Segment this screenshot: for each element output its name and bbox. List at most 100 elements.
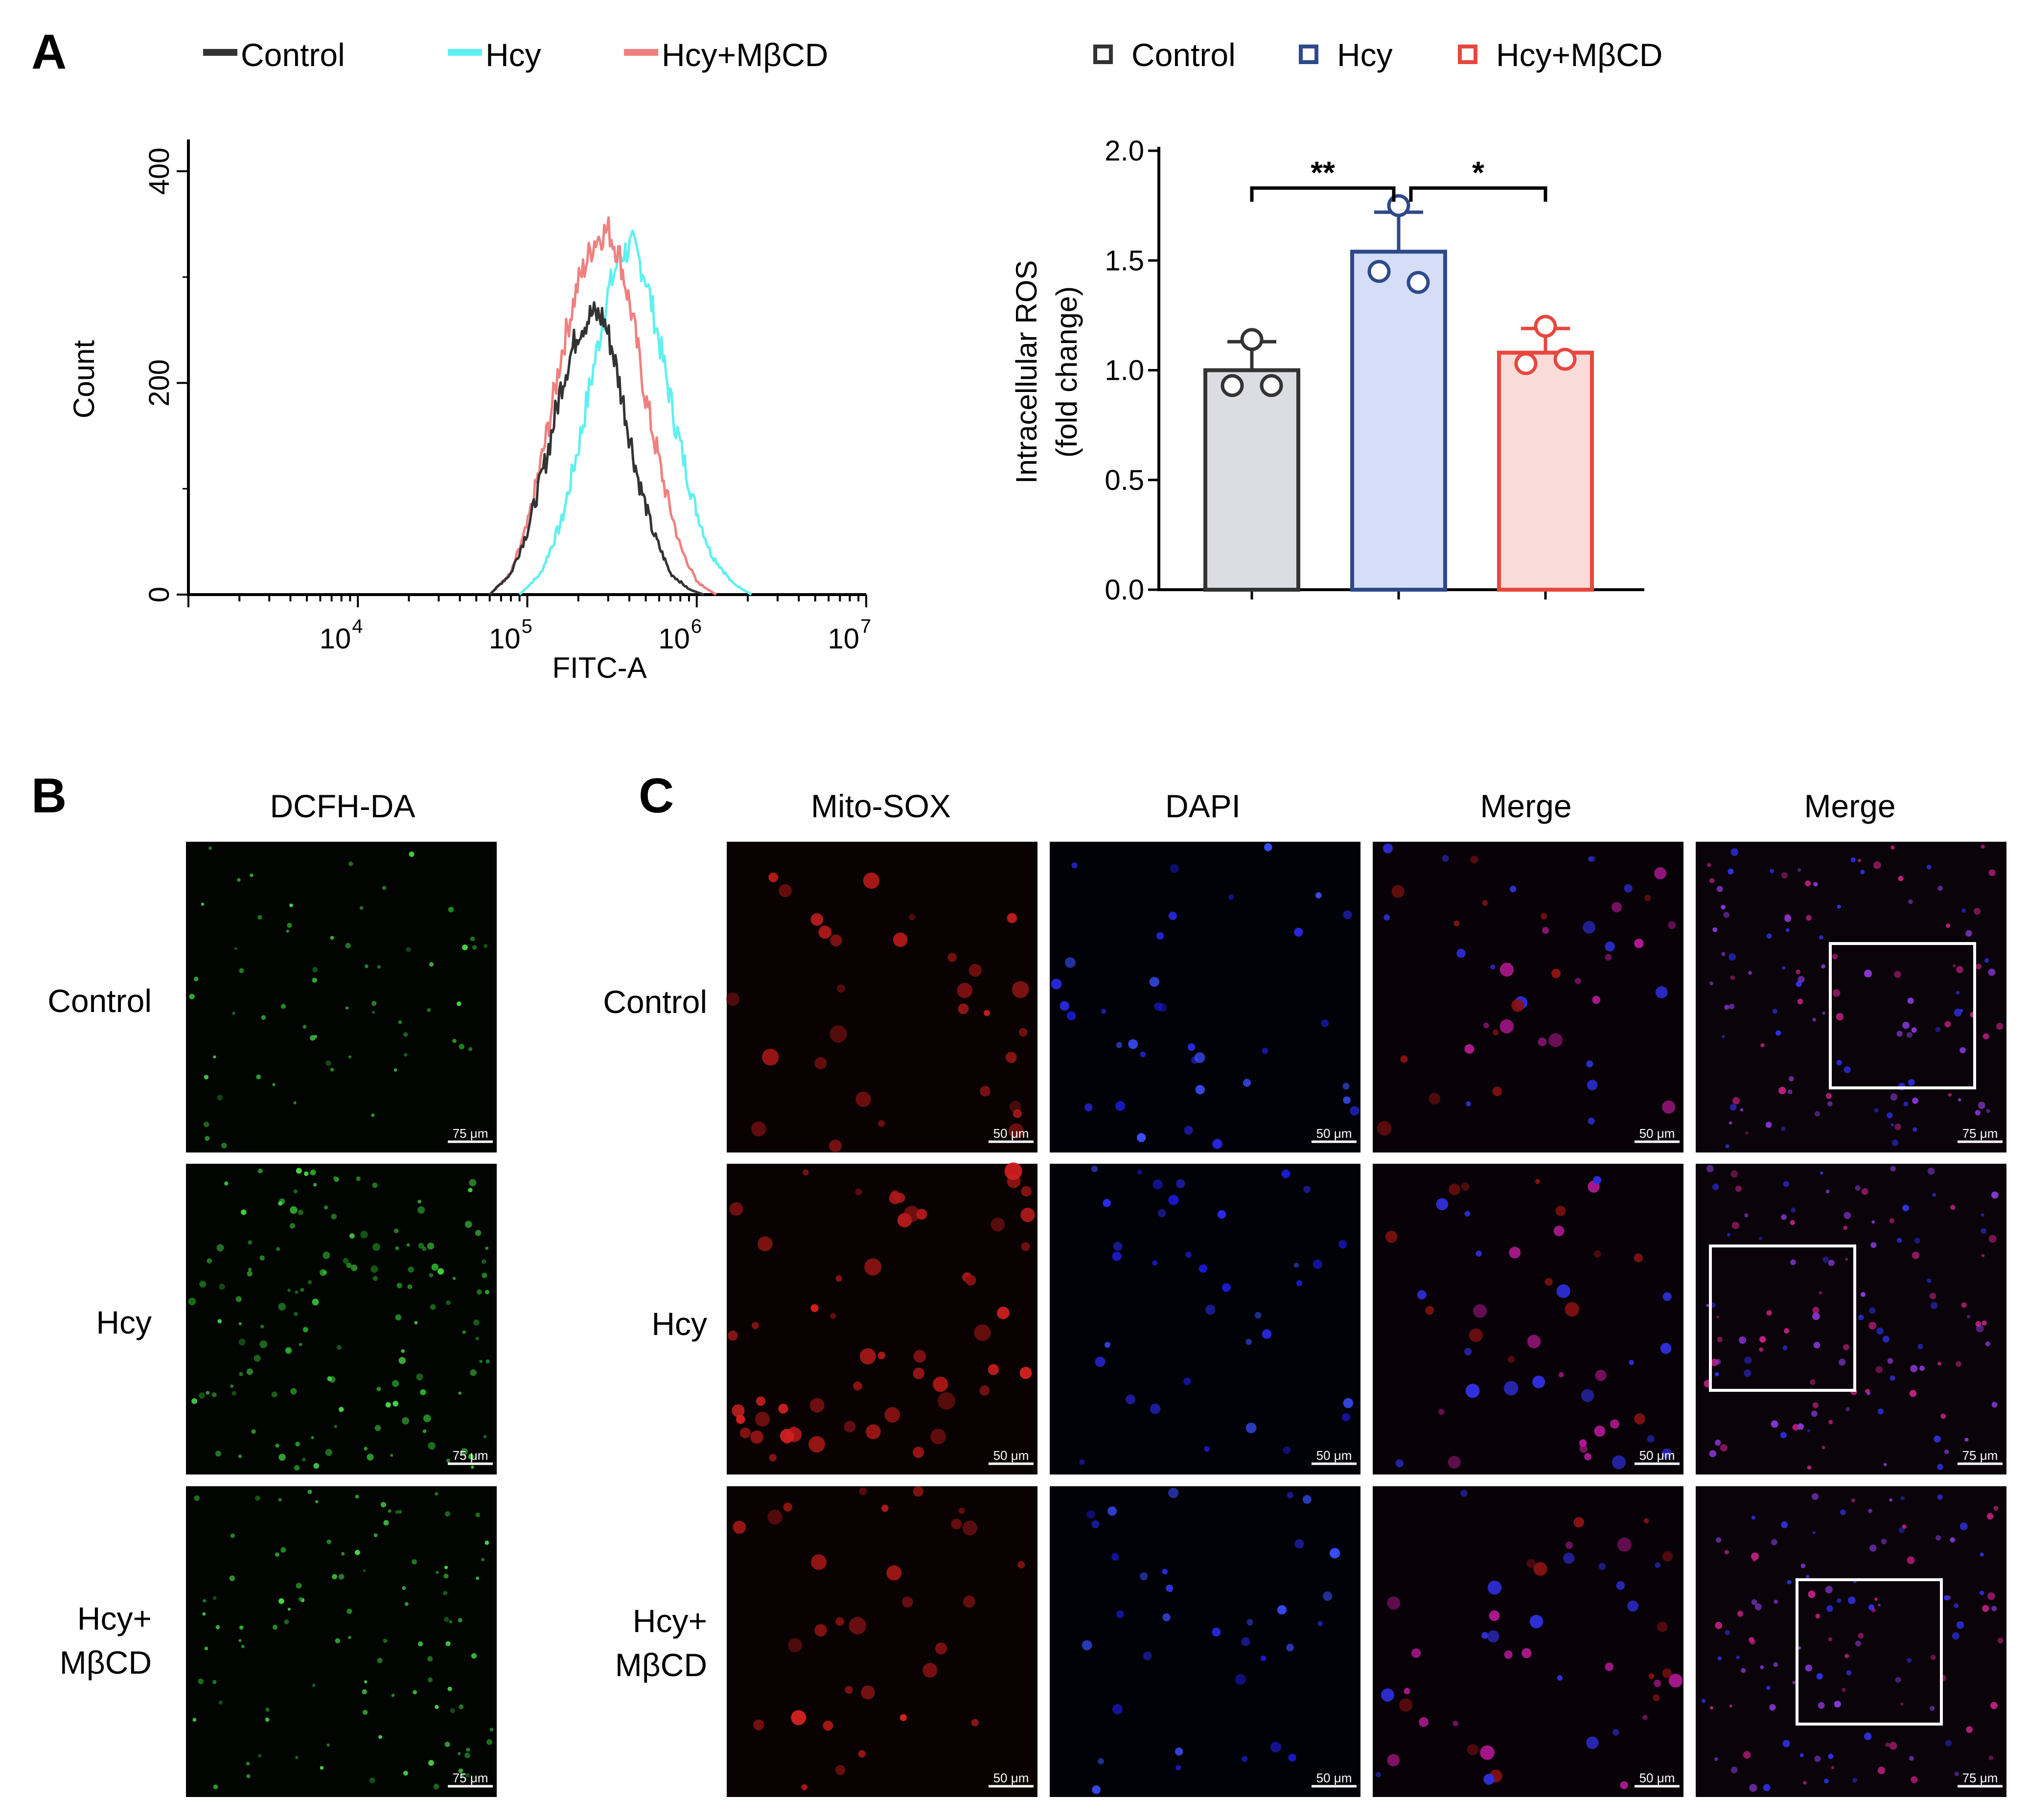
cell-spot [1797, 1423, 1804, 1430]
cell-spot [1662, 1668, 1672, 1678]
cell-spot [1013, 1109, 1022, 1118]
cell-spot [1082, 1640, 1092, 1651]
cell-spot [1814, 1755, 1821, 1762]
scale-bar-label: 75 μm [453, 1448, 488, 1463]
cell-spot [1819, 935, 1823, 940]
cell-spot [1387, 1754, 1400, 1767]
cell-spot [1837, 1598, 1842, 1603]
cell-spot [1740, 1108, 1744, 1112]
hist-xlabel: FITC-A [552, 651, 646, 684]
cell-spot [1760, 1043, 1765, 1048]
cell-spot [482, 1272, 487, 1278]
cell-spot [1343, 910, 1352, 920]
cell-spot [829, 1139, 842, 1152]
cell-spot [1243, 1079, 1251, 1087]
cell-spot [1086, 1510, 1095, 1519]
cell-spot [1997, 1637, 2004, 1644]
hist-x-tick-base: 10 [828, 623, 859, 655]
cell-spot [362, 1689, 367, 1695]
cell-spot [1782, 1740, 1790, 1748]
cell-spot [238, 1639, 242, 1642]
cell-spot [1716, 1537, 1722, 1543]
cell-spot [1021, 1242, 1030, 1251]
cell-spot [1655, 986, 1668, 999]
cell-spot [469, 1179, 477, 1187]
cell-spot [844, 1421, 856, 1433]
cell-spot [1898, 1527, 1905, 1533]
cell-spot [728, 1330, 738, 1341]
micrograph-background [1373, 842, 1683, 1152]
cell-spot [1662, 1100, 1676, 1114]
cell-spot [348, 861, 353, 866]
cell-spot [444, 1741, 450, 1747]
bar-y-tick-label: 1.0 [1105, 355, 1144, 387]
cell-spot [230, 1384, 234, 1388]
mito-sox-tile: 50 μm [1050, 1486, 1360, 1797]
cell-spot [275, 1443, 279, 1448]
cell-spot [1481, 1632, 1489, 1639]
cell-spot [479, 1359, 483, 1363]
mito-sox-tile: 50 μm [1373, 1486, 1683, 1797]
cell-spot [1902, 1204, 1909, 1212]
cell-spot [371, 1011, 375, 1014]
cell-spot [1882, 1336, 1890, 1343]
panel-c-col-merge-zoom: Merge [1804, 788, 1895, 824]
cell-spot [359, 906, 364, 910]
cell-spot [1796, 969, 1801, 974]
cell-spot [1624, 884, 1633, 893]
cell-spot [370, 1265, 378, 1273]
cell-spot [261, 1015, 266, 1020]
cell-spot [1739, 1336, 1747, 1344]
cell-spot [858, 1750, 866, 1758]
cell-spot [1851, 1498, 1855, 1503]
cell-spot [1648, 1673, 1655, 1679]
cell-spot [1993, 1506, 1999, 1511]
cell-spot [1900, 1702, 1904, 1706]
hist-x-tick-exp: 7 [860, 616, 871, 637]
cell-spot [250, 873, 254, 877]
cell-spot [241, 1209, 247, 1215]
cell-spot [1156, 932, 1164, 940]
cell-spot [1797, 868, 1801, 872]
cell-spot [1587, 1080, 1598, 1090]
cell-spot [189, 993, 195, 999]
cell-spot [1668, 1673, 1682, 1688]
cell-spot [373, 1533, 378, 1538]
cell-spot [1593, 1176, 1602, 1184]
cell-spot [217, 1095, 223, 1101]
cell-spot [1593, 1250, 1601, 1258]
micrograph-background [727, 842, 1037, 1152]
cell-spot [1954, 1603, 1959, 1608]
cell-spot [237, 878, 241, 882]
cell-spot [265, 1707, 270, 1712]
cell-spot [1812, 1312, 1820, 1320]
cell-spot [1858, 1633, 1864, 1639]
cell-spot [1653, 1694, 1660, 1702]
cell-spot [1781, 872, 1788, 879]
cell-spot [1150, 1404, 1161, 1414]
cell-spot [1217, 1210, 1226, 1219]
hist-y-tick-label: 200 [143, 359, 175, 407]
cell-spot [423, 1414, 431, 1423]
cell-spot [1456, 948, 1466, 958]
cell-spot [1875, 1366, 1883, 1373]
cell-spot [1235, 1674, 1246, 1685]
cell-spot [1981, 1254, 1985, 1257]
cell-spot [314, 1035, 318, 1038]
cell-spot [1725, 1144, 1729, 1149]
cell-spot [1586, 1060, 1593, 1068]
cell-spot [1744, 1213, 1749, 1218]
cell-spot [1598, 1563, 1606, 1570]
cell-spot [1158, 1003, 1167, 1012]
cell-spot [445, 1641, 451, 1646]
cell-spot [901, 1596, 913, 1608]
cell-spot [393, 1068, 397, 1072]
scale-bar-label: 75 μm [453, 1771, 488, 1785]
cell-spot [974, 1324, 991, 1341]
cell-spot [780, 1428, 794, 1443]
significance-label: * [1472, 155, 1484, 190]
scale-bar-label: 75 μm [1962, 1126, 1998, 1141]
cell-spot [483, 944, 488, 948]
cell-spot [751, 1322, 759, 1330]
cell-spot [1917, 1344, 1923, 1350]
